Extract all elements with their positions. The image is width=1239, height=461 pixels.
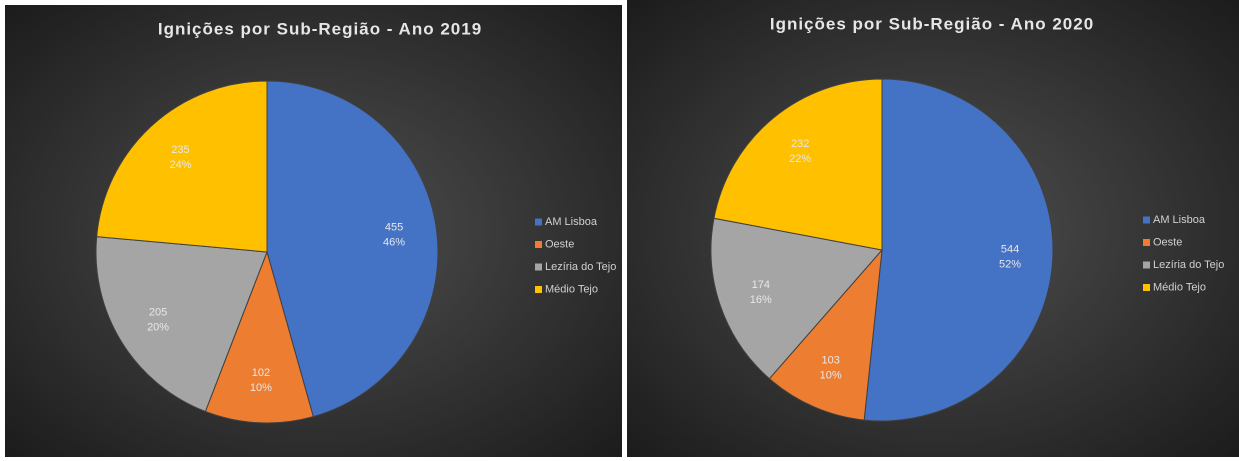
pie-slice [768,248,883,421]
percent-label: 22% [789,153,811,165]
data-label: 232 [791,138,809,150]
legend-swatch [535,263,542,271]
pie-slice [95,236,268,413]
legend-label: Lezíria do Tejo [545,261,616,273]
legend-swatch [1143,284,1150,291]
legend-label: AM Lisboa [1153,214,1206,226]
pie-slice [266,80,439,418]
legend-swatch [535,241,542,248]
chart-title: Ignições por Sub-Região - Ano 2020 [770,14,1094,33]
pie-slice [96,80,268,253]
data-label: 103 [821,354,839,366]
legend-swatch [535,286,542,293]
percent-label: 24% [169,159,191,171]
percent-label: 10% [820,369,842,381]
legend-label: AM Lisboa [545,216,598,228]
percent-label: 10% [250,382,272,394]
data-label: 235 [171,144,189,156]
legend-label: Oeste [1153,236,1182,248]
legend-label: Médio Tejo [545,283,598,295]
chart-title: Ignições por Sub-Região - Ano 2019 [158,19,482,38]
data-label: 205 [149,307,167,319]
legend-swatch [535,218,542,226]
pie-slice [863,78,1054,422]
percent-label: 52% [999,259,1021,271]
legend-swatch [1143,216,1150,224]
pie-slice [710,217,883,380]
data-label: 174 [752,279,770,291]
data-label: 102 [252,367,270,379]
percent-label: 46% [383,236,405,248]
percent-label: 20% [147,322,169,334]
legend-label: Lezíria do Tejo [1153,259,1224,271]
legend-label: Médio Tejo [1153,281,1206,293]
data-label: 544 [1001,244,1019,256]
legend-swatch [1143,239,1150,246]
data-label: 455 [385,221,403,233]
legend-swatch [1143,261,1150,269]
pie-slice [713,78,883,251]
pie-slice [204,250,314,424]
percent-label: 16% [750,294,772,306]
legend-label: Oeste [545,238,574,250]
